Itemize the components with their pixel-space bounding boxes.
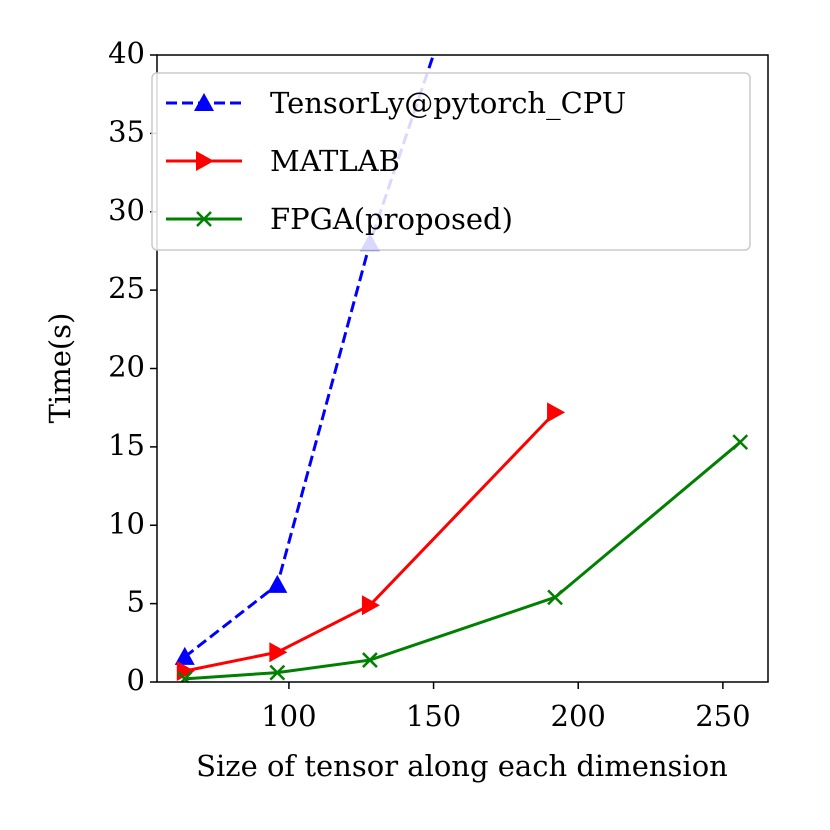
marker (194, 93, 214, 111)
y-tick-label: 0 (127, 663, 145, 697)
marker (547, 402, 566, 423)
y-tick-label: 25 (108, 271, 145, 305)
y-tick-label: 30 (108, 193, 145, 227)
series-line (183, 55, 435, 659)
series-line (184, 441, 742, 681)
x-tick-label: 200 (551, 699, 606, 733)
marker (174, 646, 195, 665)
marker (362, 652, 378, 668)
y-tick-label: 10 (108, 506, 145, 540)
legend-label: FPGA(proposed) (270, 202, 513, 236)
legend: TensorLy@pytorch_CPU MATLAB FPGA(proposed) (151, 72, 751, 251)
legend-label: MATLAB (270, 144, 400, 178)
axes-frame (156, 54, 769, 683)
marker (547, 589, 563, 606)
marker (361, 595, 380, 616)
x-tick-label: 250 (695, 699, 750, 733)
y-tick-label: 40 (108, 36, 145, 70)
marker (196, 211, 212, 227)
x-tick-label: 100 (261, 699, 316, 733)
y-tick-label: 5 (127, 585, 145, 619)
y-tick-label: 20 (108, 350, 145, 384)
marker (267, 574, 288, 593)
marker (196, 151, 214, 171)
marker (732, 434, 749, 451)
y-tick-label: 15 (108, 428, 145, 462)
y-tick-label: 35 (108, 114, 145, 148)
series-line (184, 411, 557, 673)
x-axis-label: Size of tensor along each dimension (196, 749, 728, 783)
marker (269, 664, 286, 681)
legend-label: TensorLy@pytorch_CPU (270, 86, 626, 121)
x-tick-label: 150 (406, 699, 461, 733)
y-axis-label: Time(s) (43, 313, 77, 424)
marker (176, 670, 193, 682)
legend-box (151, 72, 751, 251)
marker (269, 642, 288, 663)
